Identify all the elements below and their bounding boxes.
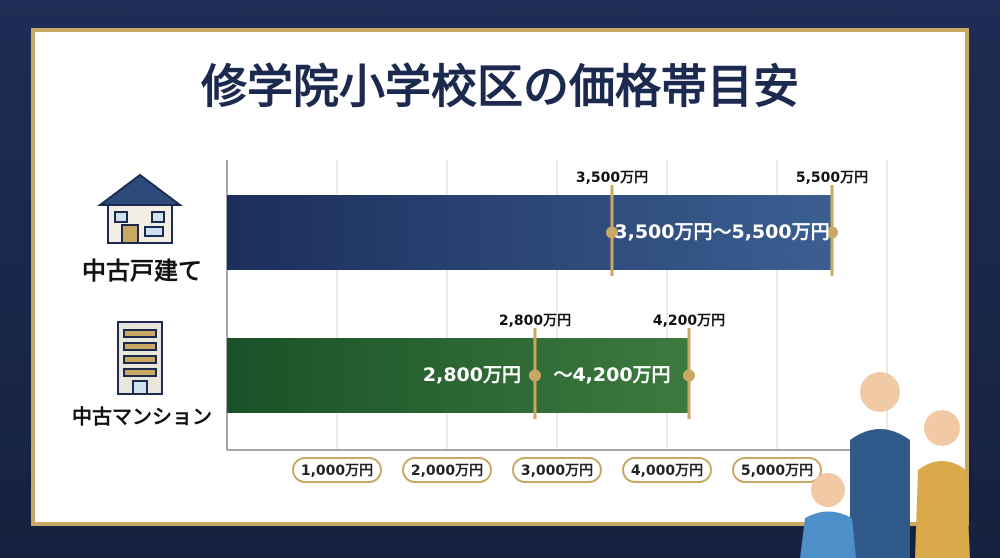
low-marker-dot <box>606 226 618 239</box>
building-icon <box>117 321 163 395</box>
bar <box>227 195 832 270</box>
x-tick-label: 4,000万円 <box>631 463 703 479</box>
x-tick-label: 5,000万円 <box>741 463 813 479</box>
plot-area: 1,000万円 2,000万円 3,000万円 4,000万円 5,000万円 <box>226 160 888 483</box>
people-illustration <box>800 372 970 558</box>
range-label: 3,500万円〜5,500万円 <box>614 221 829 243</box>
bar <box>227 338 689 413</box>
house-icon <box>97 173 183 244</box>
high-marker-dot <box>683 369 695 382</box>
range-label: 2,800万円 <box>423 364 521 386</box>
x-tick-box <box>622 457 712 483</box>
low-marker-dot <box>529 369 541 382</box>
high-label: 4,200万円 <box>653 313 725 329</box>
x-tick-label: 3,000万円 <box>521 463 593 479</box>
high-label: 5,500万円 <box>796 170 868 186</box>
range-label: 〜4,200万円 <box>553 364 670 386</box>
low-label: 3,500万円 <box>576 170 648 186</box>
chart-title: 修学院小学校区の価格帯目安 <box>201 60 799 114</box>
high-marker-dot <box>826 226 838 239</box>
category-label: 中古マンション <box>72 405 212 429</box>
category-label: 中古戸建て <box>82 257 202 285</box>
card <box>31 28 969 526</box>
x-tick-box <box>402 457 492 483</box>
x-tick-label: 2,000万円 <box>411 463 483 479</box>
low-label: 2,800万円 <box>499 313 571 329</box>
x-tick-box <box>732 457 822 483</box>
x-tick-label: 1,000万円 <box>301 463 373 479</box>
x-tick-box <box>512 457 602 483</box>
x-tick-box <box>292 457 382 483</box>
